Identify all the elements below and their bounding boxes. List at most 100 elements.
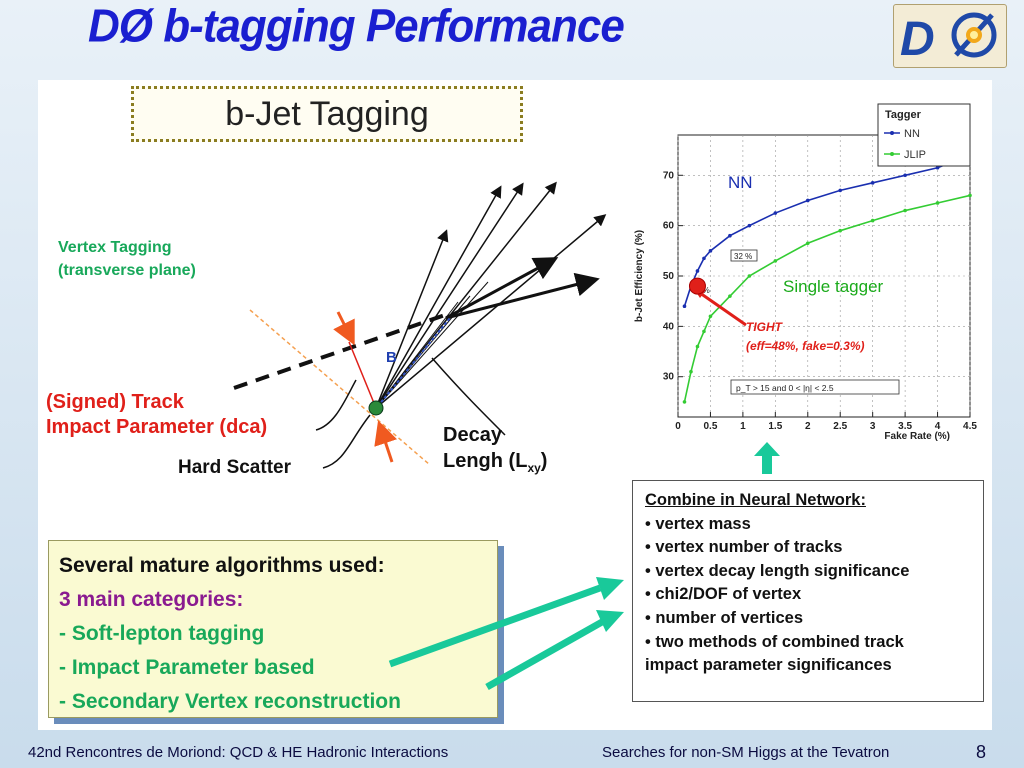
data-point-nn	[870, 181, 875, 185]
legend-title: Tagger	[885, 109, 922, 121]
x-tick-label: 3	[870, 421, 876, 432]
efficiency-chart: 0 0.5 1 1.5 2 2.5 3 3.5 4 4.5 30 40 50 60 70 b-Jet Eff…	[634, 103, 977, 442]
algorithm-item: - Soft-lepton tagging	[59, 622, 265, 645]
nn-input-item: impact parameter significances	[645, 656, 892, 675]
x-tick-label: 1	[740, 421, 746, 432]
tight-operating-point	[688, 277, 706, 295]
data-point-nn	[747, 223, 752, 228]
track-line-5	[375, 229, 449, 409]
up-arrow-icon	[754, 442, 780, 474]
x-tick-label: 1.5	[768, 421, 782, 432]
extrapolated-track-line	[233, 313, 446, 390]
data-point-jlip	[682, 400, 687, 404]
data-point-jlip	[838, 228, 843, 233]
dca-leader-line	[315, 379, 357, 431]
x-tick-label: 2	[805, 421, 811, 432]
data-point-jlip	[708, 314, 713, 319]
x-tick-label: 0	[675, 421, 681, 432]
y-tick-label: 70	[663, 170, 675, 181]
data-point-nn	[728, 233, 732, 238]
track-line-1	[375, 185, 502, 409]
decay-length-label: Decay Lengh (Lxy)	[443, 424, 548, 475]
op-label-1: 32 %	[734, 252, 752, 261]
b-jet-tagging-heading: b-Jet Tagging	[225, 94, 429, 133]
legend-box	[877, 103, 971, 167]
legend-nn-label: NN	[904, 128, 920, 140]
hard-scatter-leader-line	[322, 414, 371, 469]
tight-arrow	[699, 291, 747, 327]
data-point-nn	[773, 211, 778, 215]
track-line-7	[445, 272, 600, 320]
legend-jlip-marker	[890, 152, 894, 156]
nn-input-item: • two methods of combined track	[645, 632, 904, 651]
data-point-jlip	[805, 241, 810, 246]
algorithms-subheading: 3 main categories:	[59, 588, 244, 611]
svg-text:D: D	[900, 13, 935, 66]
algorithm-item: - Impact Parameter based	[59, 656, 315, 679]
connector-arrowhead-1	[596, 577, 624, 600]
footer-right: Searches for non-SM Higgs at the Tevatro…	[602, 744, 890, 761]
data-point-nn	[935, 165, 940, 170]
y-tick-label: 30	[663, 372, 675, 383]
legend-jlip-label: JLIP	[904, 149, 926, 161]
vertex-tagging-label: Vertex Tagging (transverse plane)	[58, 239, 196, 279]
data-point-jlip	[702, 329, 706, 334]
data-point-nn	[708, 249, 713, 253]
data-point-jlip	[689, 369, 693, 374]
hard-scatter-label: Hard Scatter	[178, 457, 291, 478]
b-hadron-label: B	[386, 349, 397, 366]
track-line-6	[445, 257, 559, 320]
cut-label: p_T > 15 and 0 < |η| < 2.5	[736, 383, 834, 393]
data-point-jlip	[870, 218, 875, 223]
dca-arrow-top	[333, 311, 355, 346]
nn-input-item: • chi2/DOF of vertex	[645, 585, 802, 604]
connector-arrow-1	[388, 584, 602, 668]
x-tick-label: 4.5	[963, 421, 977, 432]
chart-legend: Tagger NN JLIP	[877, 103, 971, 167]
algorithm-item: - Secondary Vertex reconstruction	[59, 690, 401, 713]
data-point-jlip	[773, 259, 778, 263]
op-label-box-1	[730, 249, 758, 262]
series-line-nn	[683, 161, 951, 307]
nn-input-item: • vertex decay length significance	[645, 561, 910, 580]
y-axis-label: b-Jet Efficiency (%)	[634, 230, 645, 322]
data-point-jlip	[695, 344, 700, 349]
data-point-nn	[903, 173, 907, 178]
nn-annotation: NN	[728, 173, 753, 192]
data-point-jlip	[968, 193, 972, 198]
nn-input-item: • vertex mass	[645, 514, 751, 533]
tight-annotation-line2: (eff=48%, fake=0.3%)	[746, 339, 865, 353]
decay-length-line	[377, 317, 451, 407]
d0-logo: D	[893, 4, 1007, 68]
nn-input-item: • vertex number of tracks	[645, 538, 843, 557]
data-point-jlip	[747, 274, 752, 278]
x-tick-label: 3.5	[898, 421, 912, 432]
data-point-jlip	[903, 208, 907, 213]
y-tick-label: 50	[663, 271, 675, 282]
track-line-3	[375, 181, 557, 409]
connector-arrow-2	[485, 618, 604, 691]
b-jet-tagging-heading-box: b-Jet Tagging	[131, 86, 523, 142]
legend-nn-marker	[890, 131, 894, 135]
data-point-nn	[702, 256, 706, 261]
y-tick-label: 40	[663, 321, 675, 332]
track-line-4	[375, 214, 607, 409]
track-line-2	[375, 182, 524, 409]
x-tick-label: 2.5	[833, 421, 847, 432]
dca-line	[348, 341, 377, 409]
single-tagger-annotation: Single tagger	[783, 277, 884, 296]
track-line-10	[375, 301, 459, 409]
data-point-nn	[838, 188, 843, 193]
dca-arrow-bottom	[374, 420, 398, 463]
series-line-jlip	[683, 194, 971, 403]
neural-network-heading: Combine in Neural Network:	[645, 491, 866, 509]
decay-leader-line	[431, 357, 506, 436]
page-number: 8	[976, 742, 987, 762]
tight-annotation-line1: TIGHT	[746, 320, 784, 334]
algorithms-heading: Several mature algorithms used:	[59, 554, 385, 577]
data-point-nn	[695, 269, 700, 273]
y-tick-label: 60	[663, 221, 675, 232]
signed-track-label: (Signed) Track Impact Parameter (dca)	[46, 391, 268, 438]
